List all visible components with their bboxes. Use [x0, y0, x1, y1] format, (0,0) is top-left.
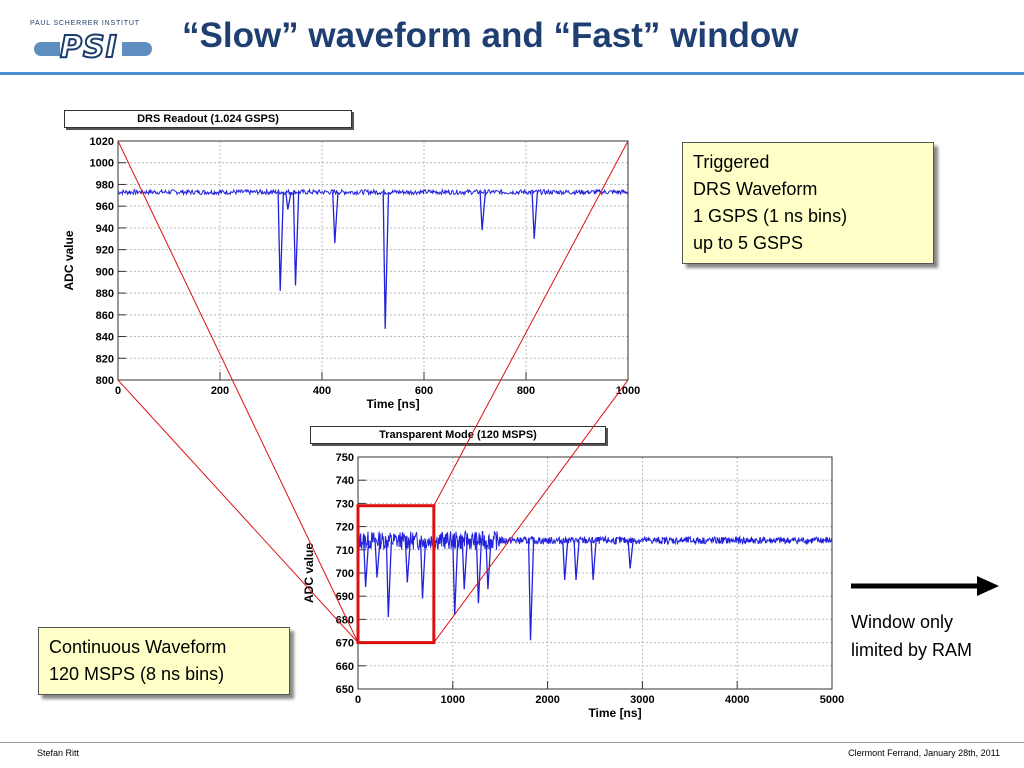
transparent-x-tick-label: 2000	[535, 694, 559, 706]
drs-y-tick-label: 900	[96, 266, 114, 278]
ram-note-line-2: limited by RAM	[851, 640, 973, 660]
drs-callout-line-1: Triggered	[693, 152, 770, 172]
drs-callout-line-3: 1 GSPS (1 ns bins)	[693, 206, 848, 226]
transparent-pulse	[527, 540, 535, 641]
ram-limit-note: Window only limited by RAM	[851, 608, 972, 664]
drs-y-tick-label: 1000	[90, 158, 114, 170]
ram-note-line-1: Window only	[851, 612, 954, 632]
drs-x-tick-label: 400	[313, 385, 331, 397]
transparent-x-tick-label: 0	[355, 694, 361, 706]
drs-pulse	[479, 192, 487, 231]
drs-pulse	[382, 192, 390, 329]
transparent-x-tick-label: 1000	[441, 694, 465, 706]
transparent-pulse	[404, 540, 411, 583]
drs-x-tick-label: 200	[211, 385, 229, 397]
transparent-pulse	[374, 540, 381, 578]
drs-pulse	[332, 192, 339, 244]
transparent-pulse	[385, 540, 393, 618]
transparent-y-axis-label: ADC value	[302, 543, 316, 603]
logo-institute-text: PAUL SCHERRER INSTITUT	[30, 20, 140, 27]
transparent-pulse	[363, 540, 370, 587]
drs-y-tick-label: 980	[96, 179, 114, 191]
logo-wordmark: PSI	[59, 29, 118, 66]
transparent-x-tick-label: 4000	[725, 694, 749, 706]
transparent-pulse	[562, 540, 569, 581]
drs-marks	[117, 187, 629, 329]
drs-chart-panel: DRS Readout (1.024 GSPS) 0 200 400 600 800 10…	[58, 108, 650, 414]
logo-bar-left	[34, 42, 60, 56]
transparent-y-tick-label: 670	[336, 638, 354, 650]
transparent-y-tick-label: 740	[336, 475, 354, 487]
transparent-pulse	[590, 540, 597, 581]
footer-author: Stefan Ritt	[37, 748, 80, 758]
footer-venue-date: Clermont Ferrand, January 28th, 2011	[848, 748, 1000, 758]
transparent-grid	[357, 456, 833, 690]
transparent-y-tick-label: 710	[336, 545, 354, 557]
transparent-pulse	[627, 540, 634, 569]
continuous-callout-line-2: 120 MSPS (8 ns bins)	[49, 664, 225, 684]
drs-y-tick-label: 1020	[90, 136, 114, 148]
slide-title: “Slow” waveform and “Fast” window	[182, 16, 799, 55]
transparent-y-tick-label: 690	[336, 591, 354, 603]
transparent-pulse	[573, 540, 580, 581]
transparent-y-tick-label: 700	[336, 568, 354, 580]
drs-pulse	[277, 192, 285, 291]
drs-y-tick-label: 920	[96, 245, 114, 257]
footer-divider	[0, 742, 1024, 743]
drs-chart-title: DRS Readout (1.024 GSPS)	[64, 110, 352, 128]
drs-waveform-trace	[117, 187, 629, 197]
transparent-x-tick-label: 3000	[630, 694, 654, 706]
drs-x-tick-label: 800	[517, 385, 535, 397]
transparent-y-tick-label: 750	[336, 452, 354, 464]
title-divider	[0, 72, 1024, 75]
drs-y-tick-label: 940	[96, 223, 114, 235]
drs-ticks: 0 200 400 600 800 1000 800 820 840 860 880 900 920 94…	[90, 136, 641, 397]
drs-y-tick-label: 800	[96, 375, 114, 387]
drs-chart: 0 200 400 600 800 1000 800 820 840 860 880 900 920 94…	[62, 136, 641, 411]
transparent-chart: 0 1000 2000 3000 4000 5000 650 660 670 680 690 700 7…	[302, 452, 845, 720]
transparent-y-tick-label: 660	[336, 661, 354, 673]
transparent-pulse	[461, 540, 468, 590]
drs-pulse	[285, 191, 292, 210]
logo-bar-right	[122, 42, 152, 56]
continuous-callout-line-1: Continuous Waveform	[49, 637, 227, 657]
continuous-waveform-callout: Continuous Waveform 120 MSPS (8 ns bins)	[38, 627, 290, 695]
drs-callout-line-4: up to 5 GSPS	[693, 233, 804, 253]
drs-y-tick-label: 840	[96, 332, 114, 344]
transparent-x-tick-label: 5000	[820, 694, 844, 706]
drs-x-tick-label: 1000	[616, 385, 640, 397]
transparent-y-tick-label: 680	[336, 614, 354, 626]
transparent-y-tick-label: 650	[336, 684, 354, 696]
right-arrow-icon	[851, 576, 999, 596]
drs-y-tick-label: 860	[96, 310, 114, 322]
transparent-pulse	[452, 540, 459, 615]
transparent-x-axis-label: Time [ns]	[588, 706, 641, 720]
drs-x-tick-label: 600	[415, 385, 433, 397]
drs-pulse	[531, 192, 539, 239]
psi-logo: PAUL SCHERRER INSTITUT PSI	[30, 20, 155, 68]
transparent-ticks: 0 1000 2000 3000 4000 5000 650 660 670 680 690 700 7…	[336, 452, 845, 706]
transparent-chart-panel: Transparent Mode (120 MSPS) 0 1000 2000 300…	[302, 424, 854, 724]
drs-y-tick-label: 820	[96, 353, 114, 365]
transparent-pulse	[419, 540, 427, 599]
drs-grid	[117, 140, 629, 381]
drs-x-axis-label: Time [ns]	[366, 397, 419, 411]
transparent-y-tick-label: 730	[336, 498, 354, 510]
drs-x-tick-label: 0	[115, 385, 121, 397]
drs-waveform-callout: Triggered DRS Waveform 1 GSPS (1 ns bins…	[682, 142, 934, 264]
drs-y-tick-label: 960	[96, 201, 114, 213]
drs-callout-line-2: DRS Waveform	[693, 179, 818, 199]
drs-y-tick-label: 880	[96, 288, 114, 300]
drs-y-axis-label: ADC value	[62, 230, 76, 290]
transparent-y-tick-label: 720	[336, 522, 354, 534]
drs-plot-frame	[117, 140, 629, 381]
